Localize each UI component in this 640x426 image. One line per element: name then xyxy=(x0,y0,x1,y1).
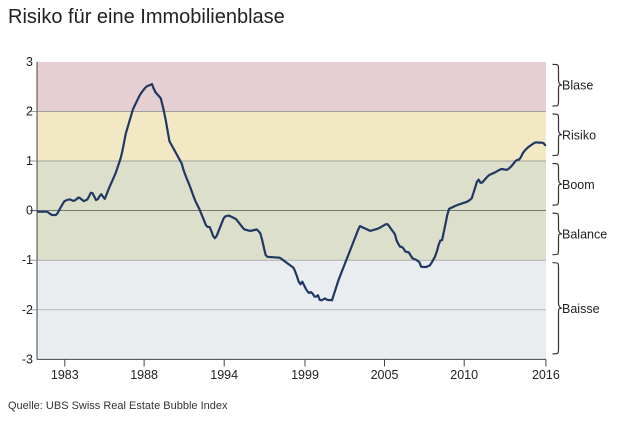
svg-text:1999: 1999 xyxy=(291,368,319,382)
svg-text:2005: 2005 xyxy=(371,368,399,382)
svg-text:1983: 1983 xyxy=(51,368,79,382)
svg-text:3: 3 xyxy=(26,55,33,69)
svg-text:Boom: Boom xyxy=(562,178,595,192)
svg-text:1994: 1994 xyxy=(210,368,238,382)
svg-text:-2: -2 xyxy=(22,303,33,317)
svg-text:0: 0 xyxy=(26,204,33,218)
svg-text:2010: 2010 xyxy=(450,368,478,382)
svg-text:Blase: Blase xyxy=(562,79,593,93)
svg-text:Balance: Balance xyxy=(562,227,607,241)
svg-text:Baisse: Baisse xyxy=(562,302,600,316)
svg-text:-3: -3 xyxy=(22,352,33,366)
svg-text:1988: 1988 xyxy=(130,368,158,382)
svg-text:Risiko: Risiko xyxy=(562,128,596,142)
svg-text:2016: 2016 xyxy=(532,368,560,382)
svg-text:1: 1 xyxy=(26,154,33,168)
svg-text:-1: -1 xyxy=(22,253,33,267)
svg-text:2: 2 xyxy=(26,105,33,119)
